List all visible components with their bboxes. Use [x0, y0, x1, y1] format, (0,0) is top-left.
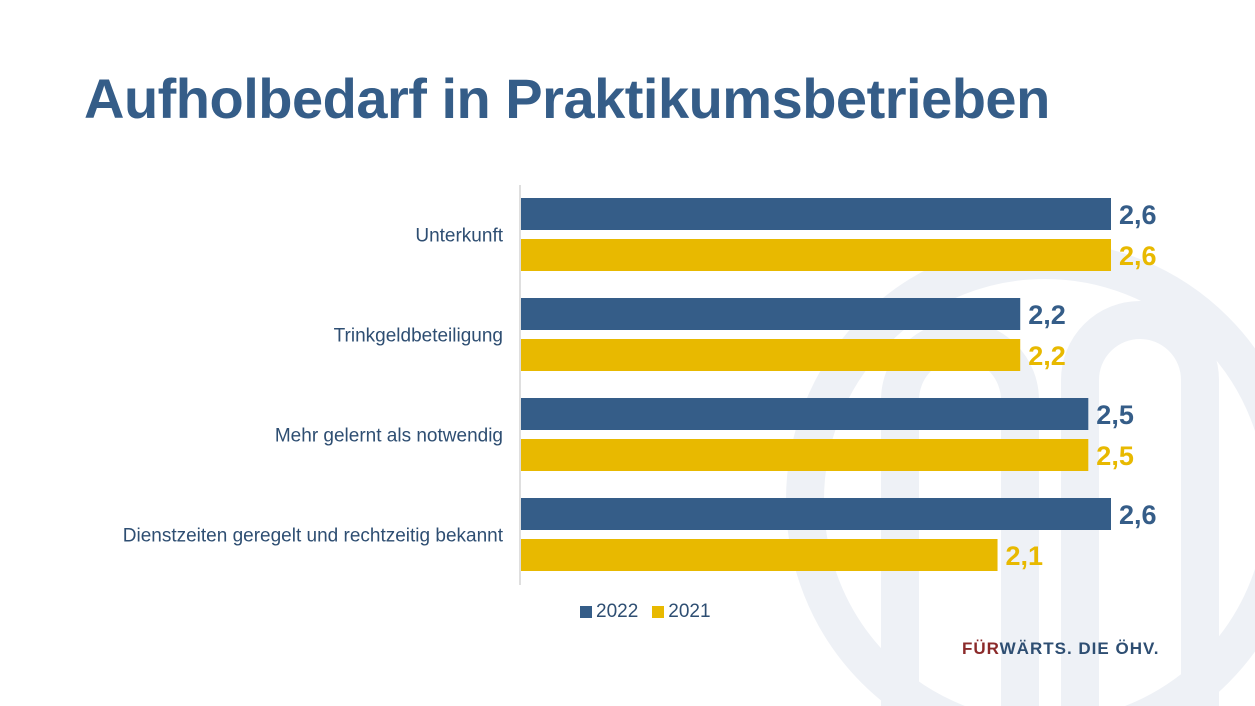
data-label-2021: 2,1 — [1006, 541, 1044, 571]
category-label: Unterkunft — [415, 226, 503, 247]
legend-label-2021: 2021 — [668, 601, 711, 622]
bar-2021 — [521, 239, 1111, 271]
bar-2022 — [521, 498, 1111, 530]
chart-legend: 2022 2021 — [580, 601, 711, 623]
bar-2021 — [521, 339, 1021, 371]
page-title: Aufholbedarf in Praktikumsbetrieben — [84, 67, 1050, 130]
category-label: Trinkgeldbeteiligung — [334, 326, 503, 347]
brand-slogan-rest: WÄRTS. DIE ÖHV. — [999, 639, 1160, 658]
legend-item-2021: 2021 — [652, 601, 711, 623]
bar-2022 — [521, 298, 1021, 330]
data-label-2022: 2,6 — [1119, 200, 1157, 230]
bar-2022 — [521, 198, 1111, 230]
bar-2021 — [521, 539, 998, 571]
legend-item-2022: 2022 — [580, 601, 638, 623]
bar-2021 — [521, 439, 1089, 471]
data-label-2022: 2,2 — [1028, 300, 1066, 330]
legend-swatch-2022 — [580, 606, 592, 618]
data-label-2021: 2,6 — [1119, 241, 1157, 271]
category-label: Dienstzeiten geregelt und rechtzeitig be… — [123, 526, 504, 547]
legend-label-2022: 2022 — [596, 601, 639, 622]
bar-2022 — [521, 398, 1089, 430]
legend-swatch-2021 — [652, 606, 665, 618]
data-label-2022: 2,6 — [1119, 500, 1157, 530]
data-label-2021: 2,5 — [1096, 441, 1134, 471]
brand-slogan-accent: FÜR — [962, 639, 1000, 658]
data-label-2022: 2,5 — [1096, 400, 1134, 430]
data-label-2021: 2,2 — [1028, 341, 1066, 371]
brand-slogan: FÜRWÄRTS. DIE ÖHV. — [962, 639, 1159, 659]
category-label: Mehr gelernt als notwendig — [275, 426, 503, 447]
